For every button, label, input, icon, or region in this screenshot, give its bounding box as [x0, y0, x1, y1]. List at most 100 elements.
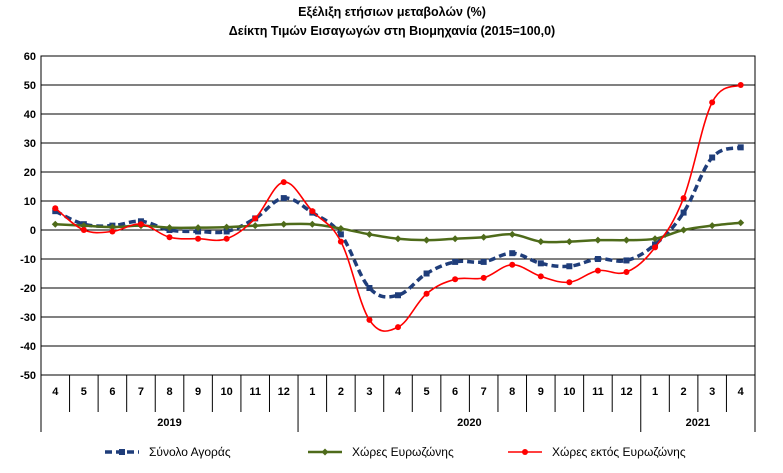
data-point [365, 230, 373, 238]
data-point [709, 154, 716, 161]
data-point [451, 235, 459, 243]
data-point [423, 236, 431, 244]
data-point [509, 250, 516, 257]
x-tick-label: 9 [195, 386, 201, 398]
x-tick-label: 1 [652, 386, 658, 398]
data-point [395, 292, 401, 299]
year-label: 2020 [457, 417, 481, 429]
data-point [251, 222, 259, 230]
y-tick-label: -50 [20, 370, 36, 382]
data-point [195, 235, 202, 242]
data-point [394, 235, 402, 243]
data-point [480, 258, 487, 265]
series-1 [51, 219, 745, 246]
x-tick-label: 5 [81, 386, 87, 398]
data-point [594, 256, 601, 262]
legend: Σύνολο Αγοράς Χώρες Ευρωζώνης Χώρες εκτός … [105, 445, 686, 459]
legend-swatch-marker [522, 449, 528, 455]
year-label: 2021 [686, 417, 710, 429]
data-point [252, 215, 259, 222]
data-point [652, 244, 659, 251]
data-point [280, 179, 287, 186]
y-tick-label: -30 [20, 312, 36, 324]
x-tick-label: 7 [138, 386, 144, 398]
legend-label: Χώρες εκτός Ευρωζώνης [552, 445, 686, 459]
data-point [565, 238, 573, 246]
data-point [480, 274, 487, 281]
data-point [166, 224, 174, 232]
data-point [423, 290, 430, 297]
x-tick-label: 12 [620, 386, 632, 398]
legend-swatch-marker [119, 449, 125, 455]
data-point [737, 144, 744, 151]
x-tick-label: 1 [309, 386, 315, 398]
data-point [337, 231, 344, 238]
y-tick-label: 0 [30, 225, 36, 237]
x-tick-label: 11 [249, 386, 261, 398]
data-point [509, 261, 516, 268]
x-tick-label: 8 [509, 386, 515, 398]
data-point [309, 208, 316, 215]
data-point [737, 219, 745, 227]
data-point [709, 99, 716, 106]
data-point [423, 270, 430, 277]
data-point [452, 276, 459, 283]
x-tick-label: 5 [423, 386, 429, 398]
data-point [566, 279, 573, 286]
data-point [337, 225, 345, 233]
data-point [537, 273, 544, 280]
x-tick-label: 7 [481, 386, 487, 398]
data-point [594, 236, 602, 244]
data-point [80, 222, 88, 230]
y-tick-label: 10 [24, 196, 36, 208]
plot-frame [40, 55, 756, 376]
data-point [223, 235, 230, 242]
data-point [651, 235, 659, 243]
data-point [708, 222, 716, 230]
data-point [280, 220, 288, 228]
y-tick-label: -10 [20, 254, 36, 266]
legend-label: Χώρες Ευρωζώνης [352, 445, 454, 459]
data-point [109, 228, 116, 235]
x-tick-label: 4 [395, 386, 402, 398]
data-point [623, 257, 630, 264]
data-point [594, 267, 601, 274]
data-point [223, 228, 230, 235]
data-point [680, 209, 687, 216]
legend-swatch-marker [321, 448, 329, 456]
data-point [623, 269, 630, 276]
series-0 [52, 144, 744, 299]
y-tick-label: 60 [24, 51, 36, 63]
x-tick-label: 2 [338, 386, 344, 398]
x-tick-label: 3 [366, 386, 372, 398]
legend-entry: Χώρες Ευρωζώνης [308, 445, 454, 459]
data-point [537, 260, 544, 267]
data-point [308, 220, 316, 228]
legend-entry: Χώρες εκτός Ευρωζώνης [508, 445, 686, 459]
series-line [54, 145, 742, 299]
legend-entry: Σύνολο Αγοράς [105, 445, 231, 459]
data-point [195, 228, 202, 235]
x-tick-label: 10 [563, 386, 575, 398]
data-point [108, 223, 116, 231]
series-2 [52, 82, 744, 332]
chart-title: Εξέλιξη ετήσιων μεταβολών (%) [298, 5, 486, 19]
y-axis-labels: 60 50 40 30 20 10 0 -10 -20 -30 -40 -50 [20, 51, 36, 382]
data-point [137, 221, 144, 228]
y-tick-label: 20 [24, 167, 36, 179]
data-point [366, 285, 373, 291]
data-point [395, 324, 401, 331]
x-tick-label: 12 [278, 386, 290, 398]
data-point [194, 224, 202, 232]
y-tick-label: -40 [20, 341, 36, 353]
x-tick-label: 3 [709, 386, 715, 398]
data-point [52, 205, 59, 212]
legend-label: Σύνολο Αγοράς [149, 445, 231, 459]
data-point [51, 220, 59, 228]
x-tick-label: 6 [452, 386, 458, 398]
data-point [337, 238, 344, 245]
y-tick-label: 30 [24, 138, 36, 150]
x-tick-label: 10 [221, 386, 233, 398]
x-tick-label: 9 [538, 386, 544, 398]
